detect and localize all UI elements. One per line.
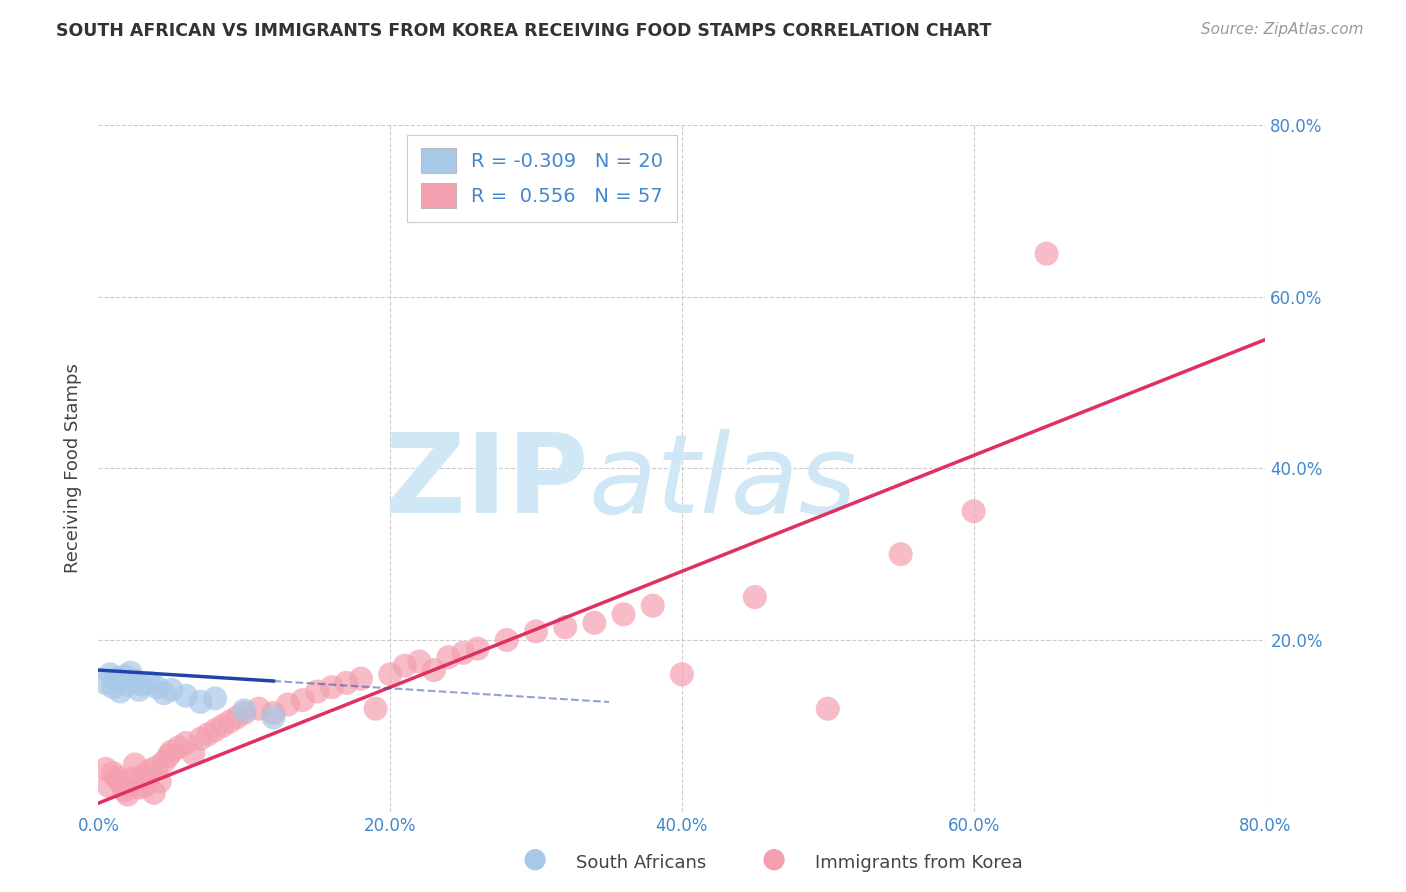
Point xyxy=(174,689,197,703)
Point xyxy=(321,680,343,694)
Point xyxy=(218,714,240,729)
Point xyxy=(97,779,120,793)
Point xyxy=(128,780,150,795)
Point xyxy=(142,786,165,800)
Point xyxy=(408,655,430,669)
Point xyxy=(190,695,212,709)
Text: ●: ● xyxy=(522,845,547,872)
Point xyxy=(146,680,169,694)
Point xyxy=(233,703,256,717)
Point xyxy=(104,672,127,686)
Point xyxy=(671,667,693,681)
Point xyxy=(583,615,606,630)
Point xyxy=(190,731,212,746)
Point xyxy=(204,723,226,738)
Text: ZIP: ZIP xyxy=(385,428,589,535)
Point xyxy=(94,762,117,776)
Point xyxy=(962,504,984,518)
Point xyxy=(120,772,142,786)
Point xyxy=(641,599,664,613)
Point xyxy=(226,710,249,724)
Legend: R = -0.309   N = 20, R =  0.556   N = 57: R = -0.309 N = 20, R = 0.556 N = 57 xyxy=(406,135,676,221)
Point xyxy=(117,678,139,692)
Point xyxy=(153,755,176,769)
Point xyxy=(128,682,150,697)
Point xyxy=(437,650,460,665)
Point xyxy=(467,641,489,656)
Point xyxy=(134,779,156,793)
Point xyxy=(124,673,146,688)
Point xyxy=(307,684,329,698)
Point xyxy=(131,769,153,783)
Point xyxy=(138,676,160,690)
Point xyxy=(744,590,766,604)
Point xyxy=(153,686,176,700)
Point xyxy=(101,680,124,694)
Point xyxy=(211,719,233,733)
Text: Immigrants from Korea: Immigrants from Korea xyxy=(815,855,1024,872)
Point xyxy=(524,624,547,639)
Point xyxy=(1035,246,1057,260)
Point xyxy=(131,678,153,692)
Point xyxy=(149,774,172,789)
Point xyxy=(174,736,197,750)
Point xyxy=(160,682,183,697)
Text: South Africans: South Africans xyxy=(576,855,707,872)
Point xyxy=(335,676,357,690)
Point xyxy=(160,745,183,759)
Point xyxy=(114,783,136,797)
Point xyxy=(124,757,146,772)
Point xyxy=(98,667,121,681)
Text: ●: ● xyxy=(761,845,786,872)
Point xyxy=(117,788,139,802)
Point xyxy=(94,676,117,690)
Point xyxy=(262,706,284,720)
Point xyxy=(262,710,284,724)
Point xyxy=(364,701,387,715)
Point xyxy=(197,727,219,741)
Point xyxy=(554,620,576,634)
Point xyxy=(146,760,169,774)
Point xyxy=(378,667,402,681)
Text: atlas: atlas xyxy=(589,428,858,535)
Point xyxy=(890,547,912,561)
Point xyxy=(451,646,474,660)
Point xyxy=(114,669,136,683)
Point xyxy=(157,748,180,763)
Point xyxy=(291,693,314,707)
Point xyxy=(277,698,299,712)
Text: Source: ZipAtlas.com: Source: ZipAtlas.com xyxy=(1201,22,1364,37)
Point xyxy=(120,665,142,680)
Point xyxy=(138,764,160,778)
Point xyxy=(612,607,634,622)
Point xyxy=(101,766,124,780)
Point xyxy=(817,701,839,715)
Point xyxy=(181,747,204,761)
Point xyxy=(247,701,270,715)
Point xyxy=(423,663,446,677)
Y-axis label: Receiving Food Stamps: Receiving Food Stamps xyxy=(65,363,83,574)
Point xyxy=(110,774,132,789)
Point xyxy=(204,691,226,706)
Point xyxy=(350,672,373,686)
Point xyxy=(394,658,416,673)
Point xyxy=(495,633,517,648)
Point xyxy=(167,740,190,755)
Point xyxy=(104,770,127,785)
Text: SOUTH AFRICAN VS IMMIGRANTS FROM KOREA RECEIVING FOOD STAMPS CORRELATION CHART: SOUTH AFRICAN VS IMMIGRANTS FROM KOREA R… xyxy=(56,22,991,40)
Point xyxy=(233,706,256,720)
Point xyxy=(110,684,132,698)
